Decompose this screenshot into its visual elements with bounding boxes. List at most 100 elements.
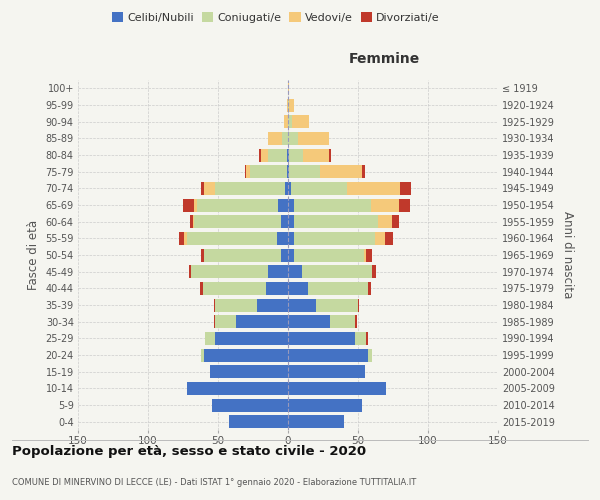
Bar (368, 348, 372, 362)
Bar (288, 365, 365, 378)
Bar (371, 198, 398, 211)
Bar (293, 198, 371, 211)
Bar (377, 215, 392, 228)
Bar (358, 298, 359, 312)
Bar (215, 298, 257, 312)
Bar (257, 298, 288, 312)
Bar (288, 332, 355, 345)
Bar (288, 265, 302, 278)
Bar (245, 165, 246, 178)
Bar (200, 282, 203, 295)
Bar (201, 348, 204, 362)
Bar (204, 182, 215, 195)
Bar (278, 198, 288, 211)
Bar (214, 315, 215, 328)
Y-axis label: Fasce di età: Fasce di età (27, 220, 40, 290)
Bar (281, 215, 288, 228)
Bar (293, 232, 375, 245)
Bar (215, 182, 285, 195)
Bar (398, 198, 410, 211)
Text: Popolazione per età, sesso e stato civile - 2020: Popolazione per età, sesso e stato civil… (12, 445, 366, 458)
Bar (355, 332, 367, 345)
Bar (187, 232, 277, 245)
Bar (304, 148, 329, 162)
Bar (188, 265, 191, 278)
Bar (193, 215, 194, 228)
Bar (191, 265, 268, 278)
Bar (392, 215, 398, 228)
Bar (288, 115, 292, 128)
Bar (288, 148, 289, 162)
Bar (289, 98, 293, 112)
Bar (285, 182, 288, 195)
Bar (288, 182, 291, 195)
Bar (268, 132, 283, 145)
Bar (268, 265, 288, 278)
Bar (204, 348, 288, 362)
Bar (215, 332, 288, 345)
Bar (194, 215, 281, 228)
Bar (268, 148, 287, 162)
Bar (288, 415, 344, 428)
Bar (308, 282, 368, 295)
Bar (204, 248, 281, 262)
Bar (187, 382, 288, 395)
Bar (330, 315, 355, 328)
Bar (288, 165, 289, 178)
Bar (201, 248, 204, 262)
Bar (291, 182, 347, 195)
Bar (214, 298, 215, 312)
Bar (288, 315, 330, 328)
Bar (288, 282, 308, 295)
Bar (281, 248, 288, 262)
Bar (183, 198, 194, 211)
Bar (364, 248, 367, 262)
Bar (287, 148, 288, 162)
Text: Femmine: Femmine (349, 52, 420, 66)
Bar (259, 148, 262, 162)
Bar (302, 265, 372, 278)
Bar (288, 382, 386, 395)
Bar (266, 282, 288, 295)
Bar (292, 115, 309, 128)
Bar (250, 165, 287, 178)
Bar (288, 348, 368, 362)
Bar (355, 315, 356, 328)
Bar (288, 248, 293, 262)
Bar (203, 282, 266, 295)
Bar (289, 148, 304, 162)
Bar (287, 165, 288, 178)
Legend: Celibi/Nubili, Coniugati/e, Vedovi/e, Divorziati/e: Celibi/Nubili, Coniugati/e, Vedovi/e, Di… (108, 8, 444, 28)
Bar (400, 182, 411, 195)
Bar (262, 148, 268, 162)
Bar (283, 132, 288, 145)
Bar (385, 232, 393, 245)
Bar (179, 232, 184, 245)
Bar (246, 165, 250, 178)
Bar (288, 298, 316, 312)
Bar (375, 232, 385, 245)
Bar (320, 165, 362, 178)
Y-axis label: Anni di nascita: Anni di nascita (560, 212, 574, 298)
Bar (184, 232, 187, 245)
Bar (368, 282, 371, 295)
Text: COMUNE DI MINERVINO DI LECCE (LE) - Dati ISTAT 1° gennaio 2020 - Elaborazione TU: COMUNE DI MINERVINO DI LECCE (LE) - Dati… (12, 478, 416, 487)
Bar (347, 182, 400, 195)
Bar (288, 98, 289, 112)
Bar (288, 215, 293, 228)
Bar (284, 115, 288, 128)
Bar (298, 132, 329, 145)
Bar (329, 148, 331, 162)
Bar (288, 132, 298, 145)
Bar (293, 215, 377, 228)
Bar (215, 315, 236, 328)
Bar (288, 232, 293, 245)
Bar (288, 398, 362, 411)
Bar (229, 415, 288, 428)
Bar (367, 248, 372, 262)
Bar (288, 82, 289, 95)
Bar (197, 198, 278, 211)
Bar (372, 265, 376, 278)
Bar (194, 198, 197, 211)
Bar (201, 182, 204, 195)
